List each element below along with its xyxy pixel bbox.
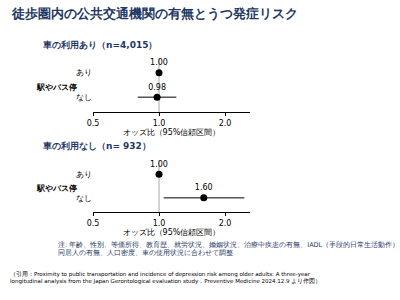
svg-text:（引用：Proximity to public transp: （引用：Proximity to public transportation a… xyxy=(10,271,321,285)
svg-text:なし: なし xyxy=(76,194,92,203)
svg-text:0.98: 0.98 xyxy=(148,83,166,92)
svg-text:なし: なし xyxy=(76,93,92,102)
svg-text:車の利用あり（n=4,015）: 車の利用あり（n=4,015） xyxy=(42,40,157,50)
svg-text:1.0: 1.0 xyxy=(153,219,166,228)
svg-text:1.00: 1.00 xyxy=(150,160,168,169)
svg-text:1.60: 1.60 xyxy=(195,183,213,192)
svg-text:1.0: 1.0 xyxy=(153,119,166,128)
svg-text:2.0: 2.0 xyxy=(219,119,232,128)
svg-text:0.5: 0.5 xyxy=(87,119,100,128)
svg-text:徒歩圏内の公共交通機関の有無とうつ発症リスク: 徒歩圏内の公共交通機関の有無とうつ発症リスク xyxy=(11,6,298,21)
svg-text:0.5: 0.5 xyxy=(87,219,100,228)
svg-text:2.0: 2.0 xyxy=(219,219,232,228)
svg-text:駅やバス停: 駅やバス停 xyxy=(36,83,77,92)
svg-text:オッズ比（95%信頼区間）: オッズ比（95%信頼区間） xyxy=(123,228,221,237)
svg-text:1.00: 1.00 xyxy=(150,58,168,67)
svg-text:駅やバス停: 駅やバス停 xyxy=(36,184,77,193)
svg-text:オッズ比（95%信頼区間）: オッズ比（95%信頼区間） xyxy=(123,128,221,137)
svg-text:車の利用なし（n= 932）: 車の利用なし（n= 932） xyxy=(42,141,151,151)
svg-text:あり: あり xyxy=(76,68,92,77)
svg-text:あり: あり xyxy=(76,170,92,179)
svg-text:注: 年齢、性別、等価所得、教育歴、就労状況、婚姻状況、治療: 注: 年齢、性別、等価所得、教育歴、就労状況、婚姻状況、治療中疾患の有無、IAD… xyxy=(58,240,400,257)
